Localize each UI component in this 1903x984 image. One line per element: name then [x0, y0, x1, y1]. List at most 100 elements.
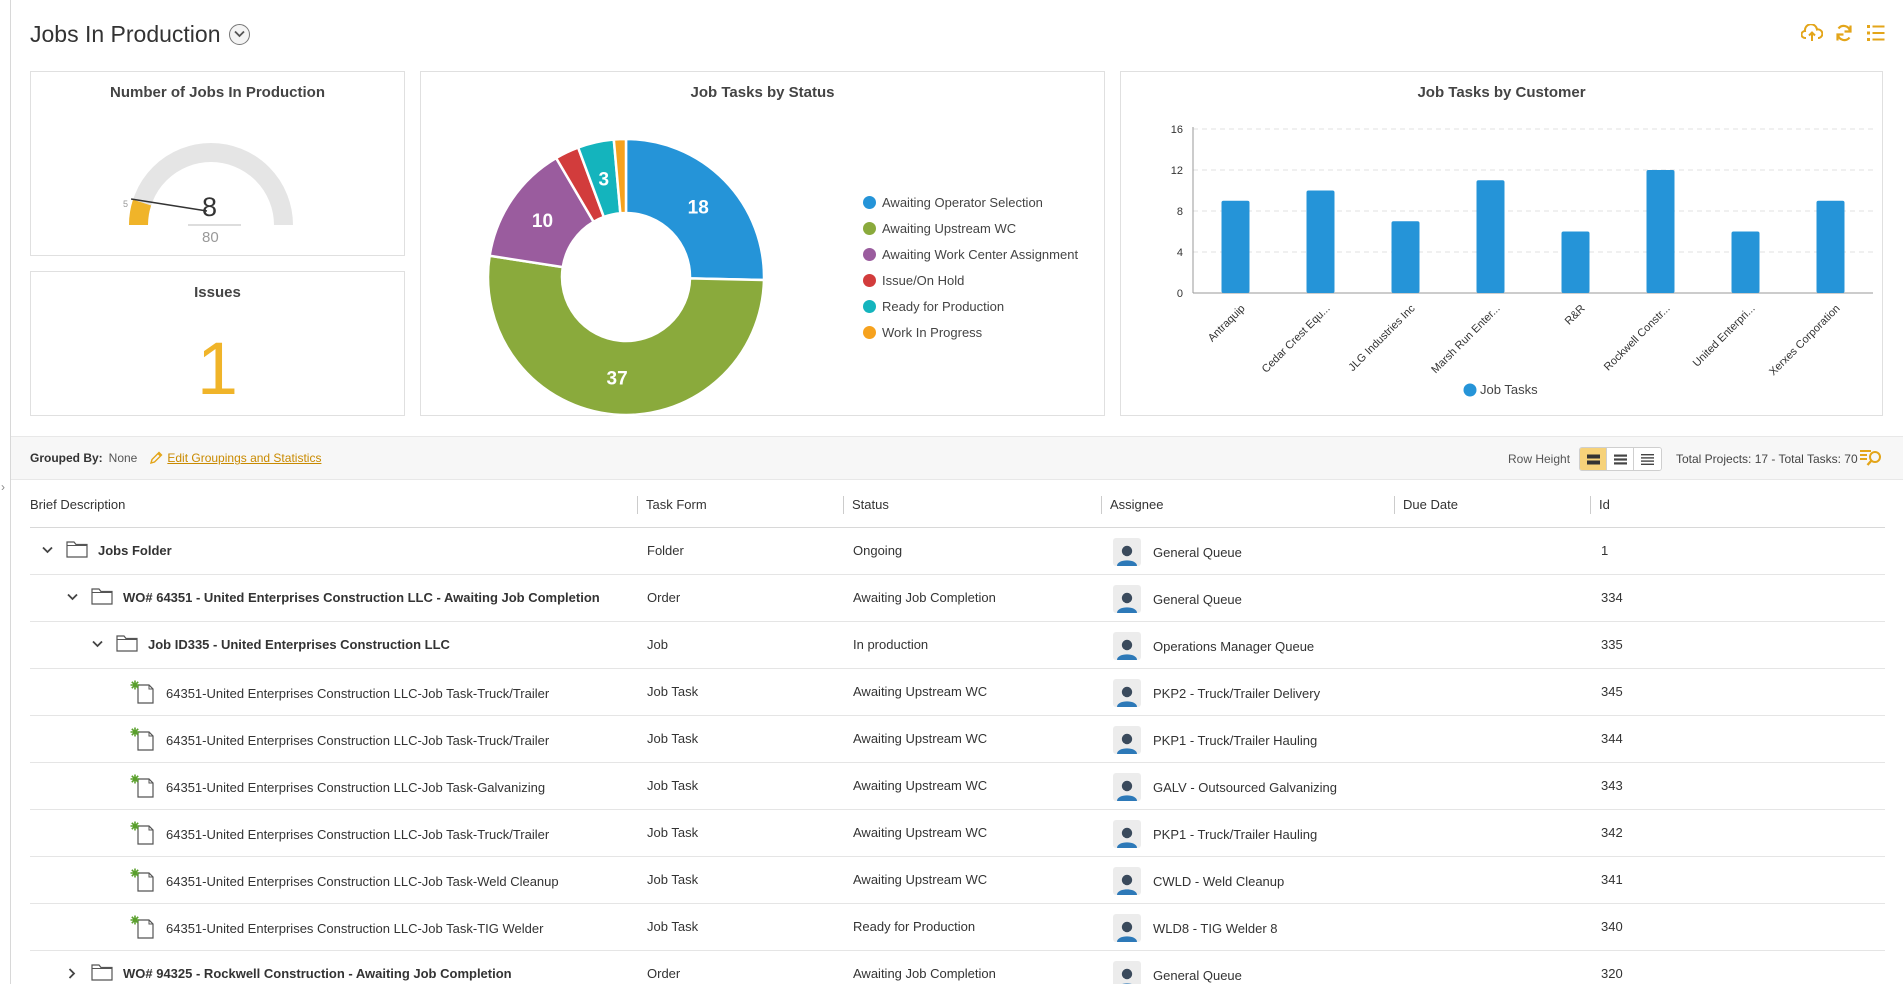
- status-legend: Awaiting Operator Selection Awaiting Upst…: [863, 189, 1078, 345]
- table-row[interactable]: 64351-United Enterprises Construction LL…: [30, 904, 1885, 951]
- edit-groupings-link[interactable]: Edit Groupings and Statistics: [149, 451, 321, 465]
- page-header: Jobs In Production: [30, 18, 250, 50]
- bar[interactable]: [1731, 231, 1760, 294]
- folder-icon: [116, 633, 138, 655]
- column-header-task-form[interactable]: Task Form: [637, 496, 707, 514]
- list-icon[interactable]: [1865, 22, 1887, 44]
- x-tick-label: Rockwell Constr...: [1602, 303, 1673, 374]
- chevron-down-icon[interactable]: [90, 637, 104, 651]
- row-status: Awaiting Upstream WC: [853, 825, 988, 840]
- row-assignee: Operations Manager Queue: [1113, 632, 1314, 660]
- refresh-icon[interactable]: [1833, 22, 1855, 44]
- bar[interactable]: [1476, 180, 1505, 293]
- left-panel-edge[interactable]: ›: [0, 0, 11, 984]
- row-height-medium-button[interactable]: [1607, 448, 1634, 470]
- row-description-text[interactable]: 64351-United Enterprises Construction LL…: [166, 874, 559, 889]
- bar[interactable]: [1816, 200, 1845, 293]
- chevron-down-icon[interactable]: [228, 23, 250, 45]
- bar[interactable]: [1221, 200, 1250, 293]
- user-icon: [1113, 632, 1141, 660]
- legend-item[interactable]: Work In Progress: [863, 319, 1078, 345]
- legend-dot: [1463, 383, 1477, 397]
- expand-panel-icon[interactable]: ›: [1, 480, 5, 494]
- issues-card[interactable]: Issues 1: [30, 271, 405, 416]
- row-status: Awaiting Upstream WC: [853, 778, 988, 793]
- table-row[interactable]: WO# 94325 - Rockwell Construction - Awai…: [30, 951, 1885, 984]
- chevron-down-icon[interactable]: [65, 590, 79, 604]
- row-description: 64351-United Enterprises Construction LL…: [130, 915, 543, 942]
- row-height-large-button[interactable]: [1580, 448, 1607, 470]
- column-header-assignee[interactable]: Assignee: [1101, 496, 1163, 514]
- legend-label[interactable]: Job Tasks: [1480, 382, 1538, 397]
- folder-icon: [91, 962, 113, 984]
- column-header-description[interactable]: Brief Description: [30, 497, 126, 512]
- bar[interactable]: [1561, 231, 1590, 294]
- row-description: 64351-United Enterprises Construction LL…: [130, 821, 549, 848]
- row-description-text[interactable]: WO# 64351 - United Enterprises Construct…: [123, 589, 600, 605]
- gauge-fill: [129, 199, 152, 226]
- column-header-due-date[interactable]: Due Date: [1394, 496, 1458, 514]
- legend-item[interactable]: Ready for Production: [863, 293, 1078, 319]
- row-description: 64351-United Enterprises Construction LL…: [130, 727, 549, 754]
- row-description-text[interactable]: WO# 94325 - Rockwell Construction - Awai…: [123, 965, 512, 981]
- table-row[interactable]: 64351-United Enterprises Construction LL…: [30, 857, 1885, 904]
- row-status: Awaiting Upstream WC: [853, 731, 988, 746]
- edit-groupings-label[interactable]: Edit Groupings and Statistics: [167, 451, 322, 465]
- search-icon[interactable]: [1859, 448, 1883, 473]
- row-description-text[interactable]: 64351-United Enterprises Construction LL…: [166, 733, 550, 748]
- table-row[interactable]: 64351-United Enterprises Construction LL…: [30, 716, 1885, 763]
- row-description-text[interactable]: 64351-United Enterprises Construction LL…: [166, 921, 544, 936]
- table-row[interactable]: WO# 64351 - United Enterprises Construct…: [30, 575, 1885, 622]
- page-title: Jobs In Production: [30, 20, 221, 47]
- chevron-down-icon[interactable]: [40, 543, 54, 557]
- row-description-text[interactable]: 64351-United Enterprises Construction LL…: [166, 827, 550, 842]
- bar[interactable]: [1306, 190, 1335, 294]
- row-description-text[interactable]: 64351-United Enterprises Construction LL…: [166, 686, 550, 701]
- row-assignee-name: GALV - Outsourced Galvanizing: [1153, 779, 1338, 795]
- donut-data-label: 3: [599, 169, 610, 190]
- donut-slice[interactable]: [612, 137, 628, 215]
- table-row[interactable]: 64351-United Enterprises Construction LL…: [30, 763, 1885, 810]
- table-row[interactable]: 64351-United Enterprises Construction LL…: [30, 810, 1885, 857]
- bar[interactable]: [1646, 170, 1675, 293]
- legend-item[interactable]: Awaiting Operator Selection: [863, 189, 1078, 215]
- status-donut-chart[interactable]: 18 37 10 3: [461, 87, 791, 417]
- column-header-id-label: Id: [1599, 497, 1610, 512]
- donut-slice[interactable]: [624, 137, 766, 282]
- chevron-right-icon[interactable]: [65, 966, 79, 980]
- row-description-text[interactable]: Job ID335 - United Enterprises Construct…: [148, 636, 450, 652]
- row-description: 64351-United Enterprises Construction LL…: [130, 680, 549, 707]
- customer-chart-title: Job Tasks by Customer: [1417, 84, 1586, 101]
- row-height-small-button[interactable]: [1634, 448, 1661, 470]
- donut-slice[interactable]: [486, 254, 766, 417]
- customer-bar-chart[interactable]: 0 4 8 12 16 Antraquip Cedar Crest Equ... JLG In…: [1121, 72, 1884, 417]
- table-row[interactable]: Jobs Folder Folder Ongoing General Queue 1: [30, 528, 1885, 575]
- table-row[interactable]: 64351-United Enterprises Construction LL…: [30, 669, 1885, 716]
- row-description-text[interactable]: Jobs Folder: [98, 542, 172, 558]
- column-header-id[interactable]: Id: [1590, 496, 1610, 514]
- row-id: 335: [1601, 637, 1623, 652]
- legend-item[interactable]: Issue/On Hold: [863, 267, 1078, 293]
- legend-item[interactable]: Awaiting Upstream WC: [863, 215, 1078, 241]
- legend-dot: [863, 247, 876, 261]
- legend-dot: [863, 273, 876, 287]
- user-icon: [1113, 820, 1141, 848]
- user-icon: [1113, 914, 1141, 942]
- row-status: Awaiting Upstream WC: [853, 872, 988, 887]
- table-row[interactable]: Job ID335 - United Enterprises Construct…: [30, 622, 1885, 669]
- y-tick-label: 12: [1171, 165, 1183, 177]
- row-assignee: PKP1 - Truck/Trailer Hauling: [1113, 726, 1317, 754]
- user-icon: [1113, 726, 1141, 754]
- row-task-form: Job: [647, 637, 668, 652]
- legend-item[interactable]: Awaiting Work Center Assignment: [863, 241, 1078, 267]
- column-header-status[interactable]: Status: [843, 496, 889, 514]
- bar[interactable]: [1391, 221, 1420, 293]
- issues-value[interactable]: 1: [196, 327, 239, 410]
- row-task-form: Order: [647, 966, 681, 981]
- table-header: Brief Description Task Form Status Assig…: [30, 480, 1885, 528]
- cloud-upload-icon[interactable]: [1801, 22, 1823, 44]
- column-header-status-label: Status: [852, 497, 889, 512]
- gauge-min-label: 5: [123, 199, 129, 209]
- x-tick-label: Xerxes Corporation: [1767, 303, 1843, 379]
- row-description-text[interactable]: 64351-United Enterprises Construction LL…: [166, 780, 546, 795]
